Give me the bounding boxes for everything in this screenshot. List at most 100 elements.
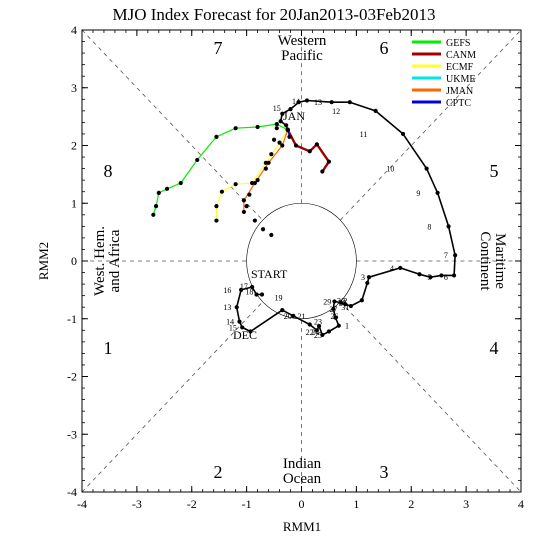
y-tick-label-7: 3 [71,81,77,95]
data-point-observed-17 [331,306,336,312]
data-point-observed-13 [320,332,325,338]
day-label-21: 15 [229,323,237,332]
data-point-observed-38 [304,98,310,103]
data-point-observed-23 [365,280,370,286]
data-point-gefs-4 [214,134,219,139]
data-point-observed-30 [453,253,458,258]
data-point-canm-4 [326,159,332,164]
data-point-jman-3 [252,180,257,186]
data-point-gefs-3 [233,126,238,131]
region-bottom-line1: Indian [283,456,322,472]
day-label-18: 19 [274,293,282,302]
data-point-gefs-6 [178,180,183,186]
data-point-ensemble-3 [263,166,268,171]
guide-diagonal-top-left [81,29,263,221]
x-tick-label-2: -2 [187,497,197,511]
phase-label-7: 7 [214,38,223,58]
data-point-gefs-2 [255,124,260,130]
data-point-gefs-7 [164,186,170,191]
day-label-15: 16 [223,286,231,295]
data-point-gefs-1 [274,122,279,127]
data-point-observed-4 [234,305,239,310]
data-point-ensemble-9 [269,232,274,238]
x-tick-label-4: 0 [299,497,305,511]
data-point-jman-1 [280,143,285,148]
guide-diagonal-top-right [340,29,522,221]
day-label-8: 9 [416,189,420,198]
guide-diagonal-bottom-left [81,301,263,493]
data-point-observed-20 [343,302,348,307]
day-label-20: 14 [226,318,234,327]
y-tick-label-1: -3 [67,427,77,441]
data-point-ensemble-7 [252,218,257,223]
data-point-observed-43 [284,123,289,128]
region-top-line2: Pacific [281,48,323,64]
phase-label-2: 2 [214,462,223,482]
x-axis-title: RMM1 [283,519,321,534]
data-point-observed-11 [314,328,319,333]
legend-label-ukme: UKME [446,74,475,85]
day-label-5: 6 [444,273,448,282]
data-point-ecmf-6 [214,204,219,209]
day-label-10: 11 [360,130,368,139]
data-point-ensemble-5 [247,192,252,197]
data-point-jman-4 [241,198,246,203]
data-point-observed-16 [333,315,338,320]
data-point-observed-42 [278,119,283,124]
data-point-observed-0 [259,292,265,297]
day-label-2: 3 [361,273,365,282]
data-point-observed-18 [332,299,337,304]
data-point-observed-31 [446,224,451,229]
day-label-31: 29 [323,297,331,306]
data-point-observed-8 [280,307,285,313]
day-label-29: 27 [329,305,337,314]
series-ensemble [244,126,279,238]
data-point-canm-3 [314,142,319,147]
y-tick-label-2: -2 [67,370,77,384]
region-left-line1: West. Hem. [92,226,108,296]
phase-label-4: 4 [490,338,499,358]
region-right-line1: Maritime [492,233,508,289]
day-label-3: 4 [390,264,394,273]
y-tick-label-4: 0 [71,254,77,268]
series-gefs [151,122,290,217]
legend-label-ecmf: ECMF [446,62,474,73]
day-label-24: 22 [306,328,314,337]
x-tick-label-5: 1 [353,497,359,511]
data-point-ecmf-4 [233,182,238,187]
data-point-cptc-0 [285,127,290,133]
data-point-observed-41 [280,111,285,116]
x-tick-label-0: -4 [77,497,87,511]
day-label-30: 28 [339,299,347,308]
start-marker: START [251,267,288,281]
day-label-11: 12 [332,107,340,116]
y-tick-label-3: -1 [67,312,77,326]
series-layer [151,98,458,338]
data-point-observed-10 [307,322,312,327]
day-label-12: 13 [314,98,322,107]
data-point-observed-19 [338,300,344,305]
legend-label-jman: JMAN [446,86,473,97]
data-point-observed-35 [373,108,378,113]
x-tick-label-6: 2 [408,497,414,511]
region-right-line2: Continent [477,231,493,291]
x-tick-label-3: -1 [242,497,252,511]
phase-label-6: 6 [380,38,389,58]
data-point-observed-37 [329,100,334,105]
series-jman [241,127,290,215]
dec-marker: DEC [233,328,257,342]
data-point-ensemble-2 [269,152,274,157]
data-point-observed-39 [296,100,301,105]
day-label-33: 31 [341,303,349,312]
data-point-ecmf-5 [219,189,225,194]
data-point-observed-7 [248,329,253,334]
data-point-observed-1 [254,292,259,297]
data-point-observed-27 [428,275,433,280]
data-point-ensemble-8 [260,227,266,232]
phase-guides [81,29,522,493]
day-label-4: 5 [427,273,431,282]
day-label-26: 24 [311,328,319,337]
data-point-observed-12 [316,324,322,329]
day-label-14: 15 [273,104,281,113]
unit-circle [246,202,357,320]
